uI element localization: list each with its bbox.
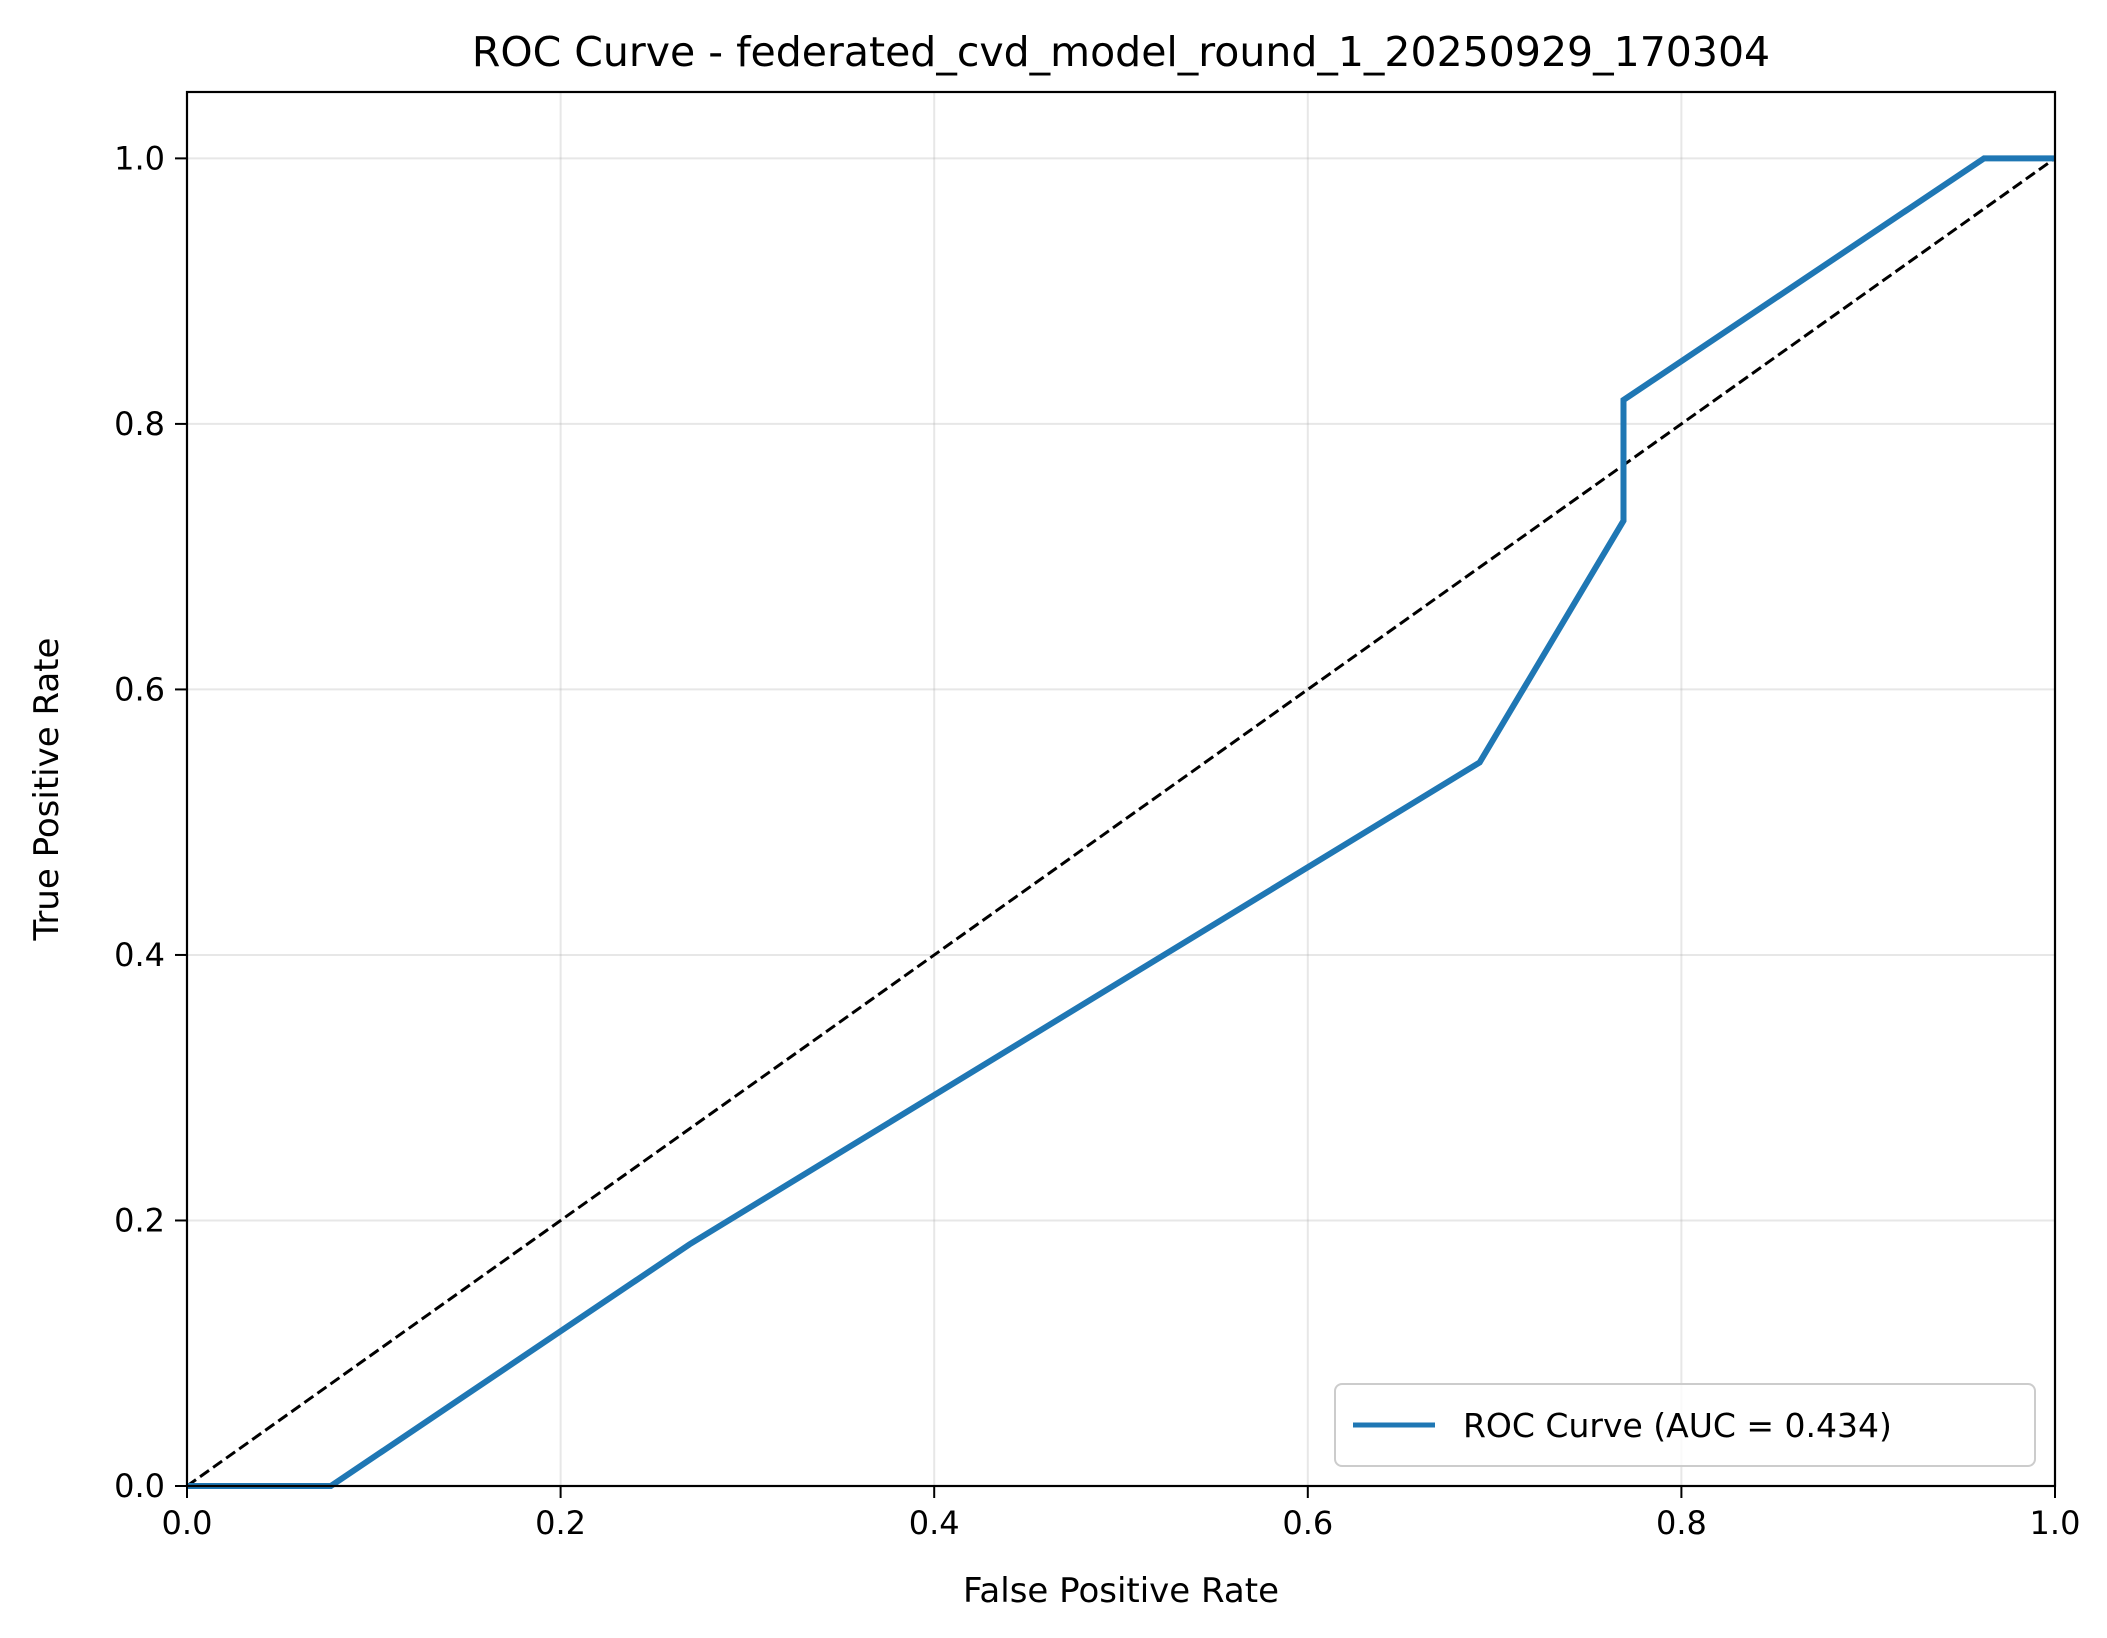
- chart-title: ROC Curve - federated_cvd_model_round_1_…: [472, 28, 1770, 76]
- x-tick-label: 0.8: [1656, 1504, 1707, 1542]
- legend-label: ROC Curve (AUC = 0.434): [1463, 1406, 1892, 1445]
- x-tick-label: 0.0: [162, 1504, 213, 1542]
- y-tick-label: 0.8: [114, 405, 165, 443]
- y-tick-label: 0.0: [114, 1467, 165, 1505]
- legend-box: [1334, 1383, 2036, 1467]
- series-layer: [186, 155, 2056, 1489]
- x-tick-label: 0.4: [909, 1504, 960, 1542]
- x-axis-label: False Positive Rate: [963, 1571, 1279, 1611]
- x-tick-label: 0.6: [1282, 1504, 1333, 1542]
- legend: ROC Curve (AUC = 0.434): [1334, 1383, 2036, 1467]
- x-tick-label: 1.0: [2030, 1504, 2081, 1542]
- grid: [186, 92, 2056, 1487]
- y-tick-label: 0.4: [114, 936, 165, 974]
- y-axis-label: True Positive Rate: [27, 638, 67, 942]
- ticks: 0.0 0.2 0.4 0.6 0.8 1.0 0.0 0.2 0.4 0.6 0.8 1.0: [114, 139, 2080, 1542]
- chance-diagonal-line: [186, 157, 2056, 1488]
- y-tick-label: 0.6: [114, 670, 165, 708]
- y-tick-label: 0.2: [114, 1201, 165, 1239]
- roc-curve-line: [187, 155, 2055, 1489]
- y-tick-label: 1.0: [114, 139, 165, 177]
- x-tick-label: 0.2: [535, 1504, 586, 1542]
- plot-frame: [185, 90, 2057, 1488]
